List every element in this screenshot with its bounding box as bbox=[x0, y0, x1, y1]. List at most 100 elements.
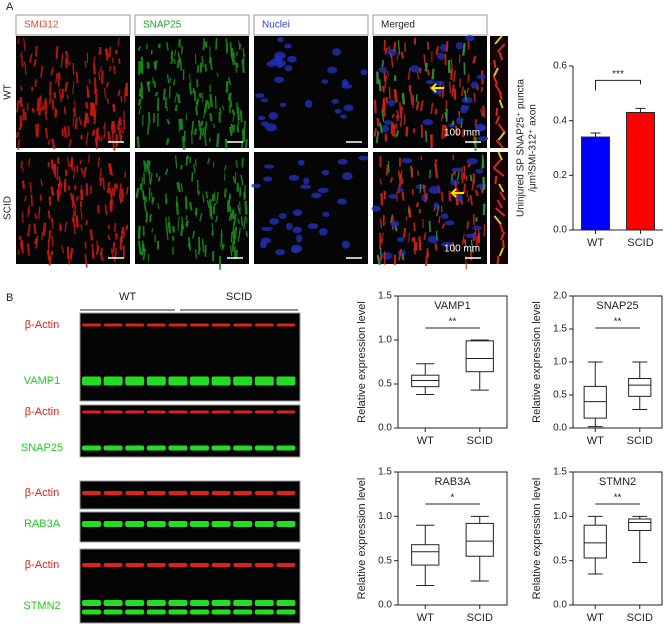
nucleus bbox=[292, 226, 302, 234]
nucleus bbox=[381, 124, 390, 133]
band bbox=[211, 491, 231, 495]
fiber bbox=[108, 46, 112, 57]
fiber bbox=[96, 245, 100, 255]
fiber bbox=[454, 125, 459, 136]
fiber bbox=[169, 77, 172, 83]
nucleus bbox=[288, 174, 300, 181]
fiber bbox=[428, 220, 431, 233]
fiber bbox=[418, 208, 422, 214]
fiber bbox=[121, 226, 126, 235]
fiber bbox=[501, 239, 505, 249]
y-tick-label: 0.6 bbox=[553, 61, 567, 72]
fiber bbox=[396, 53, 399, 61]
fiber bbox=[20, 160, 23, 169]
fiber bbox=[216, 192, 219, 204]
fiber bbox=[118, 194, 122, 204]
blot-bg bbox=[79, 312, 301, 402]
fiber bbox=[424, 192, 428, 203]
fiber bbox=[245, 230, 249, 237]
fiber bbox=[92, 55, 96, 67]
band bbox=[233, 410, 253, 414]
nucleus bbox=[387, 99, 395, 107]
fiber bbox=[58, 176, 62, 187]
fiber bbox=[450, 58, 453, 71]
nucleus bbox=[260, 98, 269, 103]
micrograph bbox=[16, 36, 130, 152]
fiber bbox=[396, 109, 400, 119]
fiber bbox=[137, 98, 142, 106]
fiber bbox=[146, 61, 150, 69]
nucleus bbox=[261, 237, 272, 244]
fiber bbox=[100, 135, 104, 142]
fiber bbox=[436, 205, 440, 217]
nucleus bbox=[384, 120, 393, 126]
fiber bbox=[243, 120, 246, 135]
x-tick-label: WT bbox=[587, 435, 604, 447]
fiber bbox=[496, 199, 503, 209]
fiber bbox=[211, 222, 214, 236]
band bbox=[146, 609, 166, 615]
nucleus bbox=[451, 167, 463, 172]
fiber bbox=[466, 221, 470, 229]
nucleus bbox=[422, 119, 434, 126]
nucleus bbox=[258, 115, 266, 121]
fiber bbox=[174, 104, 178, 112]
fiber bbox=[204, 121, 208, 135]
fiber bbox=[193, 163, 196, 174]
fiber bbox=[215, 38, 218, 50]
nucleus bbox=[341, 79, 348, 87]
fiber bbox=[47, 139, 51, 145]
fiber bbox=[18, 123, 23, 131]
channel-header-box bbox=[253, 14, 369, 36]
fiber bbox=[111, 120, 115, 131]
fiber bbox=[80, 167, 84, 175]
fiber bbox=[49, 229, 52, 239]
fiber bbox=[497, 131, 506, 141]
fiber bbox=[407, 67, 411, 80]
fiber bbox=[225, 80, 229, 93]
nucleus bbox=[360, 69, 368, 76]
fiber bbox=[141, 189, 146, 200]
fiber bbox=[174, 49, 177, 57]
band bbox=[190, 323, 209, 327]
fiber bbox=[397, 170, 402, 185]
micrograph bbox=[373, 35, 489, 151]
blot-label: VAMP1 bbox=[24, 375, 60, 387]
fiber bbox=[189, 156, 192, 164]
panel-label: B bbox=[6, 292, 13, 304]
fiber bbox=[233, 246, 237, 259]
fiber bbox=[434, 108, 438, 115]
fiber bbox=[29, 181, 32, 193]
nucleus bbox=[299, 184, 312, 189]
y-tick-label: 0.2 bbox=[553, 170, 567, 181]
fiber bbox=[405, 126, 409, 137]
fiber bbox=[19, 96, 23, 108]
fiber bbox=[225, 37, 228, 47]
fiber bbox=[237, 204, 240, 211]
band bbox=[103, 323, 123, 327]
fiber bbox=[71, 210, 75, 223]
fiber bbox=[123, 95, 126, 103]
band bbox=[233, 445, 253, 451]
micrograph bbox=[251, 152, 369, 264]
fiber bbox=[173, 58, 176, 65]
fiber bbox=[466, 189, 469, 198]
nucleus bbox=[401, 157, 413, 164]
fiber bbox=[462, 42, 466, 56]
nucleus bbox=[286, 222, 293, 231]
y-tick-label: 0.0 bbox=[553, 423, 567, 434]
fiber bbox=[201, 55, 205, 68]
fiber bbox=[151, 228, 154, 233]
fiber bbox=[66, 156, 70, 168]
fiber bbox=[27, 207, 31, 214]
fiber bbox=[423, 54, 427, 67]
box bbox=[465, 522, 494, 557]
fiber bbox=[72, 80, 75, 95]
fiber bbox=[145, 212, 149, 223]
fiber bbox=[50, 250, 54, 256]
fiber bbox=[166, 74, 170, 84]
nucleus bbox=[358, 155, 369, 161]
fiber bbox=[84, 241, 87, 249]
fiber bbox=[494, 83, 501, 93]
nucleus bbox=[474, 123, 486, 131]
